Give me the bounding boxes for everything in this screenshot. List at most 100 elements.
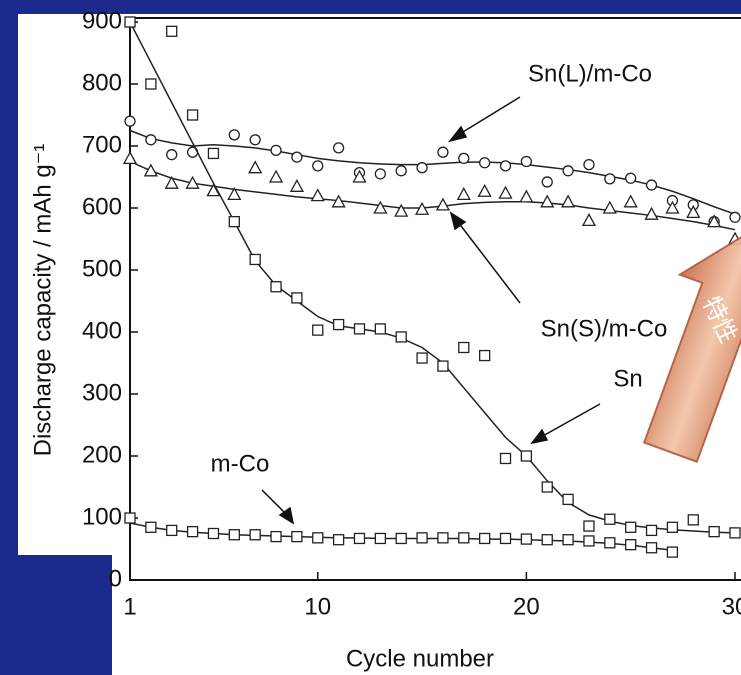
marker bbox=[604, 513, 616, 525]
marker bbox=[645, 524, 658, 537]
marker bbox=[479, 157, 491, 169]
marker bbox=[414, 201, 430, 215]
marker bbox=[458, 532, 470, 544]
arrow-shape bbox=[642, 229, 741, 464]
marker bbox=[124, 115, 136, 127]
marker bbox=[374, 168, 386, 180]
marker bbox=[207, 147, 220, 160]
fit-line bbox=[129, 160, 736, 231]
marker bbox=[666, 521, 679, 533]
arrow bbox=[261, 489, 288, 516]
marker bbox=[353, 532, 366, 545]
marker bbox=[228, 215, 240, 228]
marker bbox=[124, 512, 136, 524]
y-tick-label: 500 bbox=[82, 255, 122, 282]
marker bbox=[499, 160, 512, 172]
y-tick-label: 0 bbox=[109, 565, 122, 592]
marker bbox=[541, 481, 553, 493]
marker bbox=[291, 292, 303, 304]
marker bbox=[562, 534, 574, 546]
marker bbox=[416, 162, 428, 174]
marker bbox=[541, 534, 553, 546]
marker bbox=[520, 533, 533, 545]
annotation-arrows bbox=[261, 96, 601, 525]
marker bbox=[395, 532, 407, 545]
marker bbox=[145, 521, 157, 533]
marker bbox=[604, 537, 616, 549]
marker bbox=[435, 197, 451, 211]
arrow-head bbox=[448, 125, 468, 143]
marker bbox=[312, 532, 324, 544]
marker bbox=[310, 188, 325, 202]
marker bbox=[520, 450, 533, 462]
marker bbox=[395, 165, 407, 177]
marker bbox=[270, 281, 282, 293]
marks: 0 100 200 300 400 500 600 700 800 900 1 10 20 30 bbox=[82, 7, 741, 620]
marker bbox=[227, 187, 242, 201]
marker bbox=[583, 158, 595, 171]
marker bbox=[143, 163, 158, 177]
marker bbox=[583, 520, 595, 532]
marker bbox=[458, 152, 470, 165]
marker bbox=[707, 214, 722, 228]
marker bbox=[623, 194, 638, 208]
arrow bbox=[457, 96, 521, 136]
marker bbox=[270, 530, 282, 543]
series-label: m-Co bbox=[211, 450, 270, 477]
marker bbox=[249, 529, 261, 541]
marker bbox=[644, 206, 659, 220]
marker bbox=[520, 155, 533, 168]
series-label: Sn(L)/m-Co bbox=[528, 60, 652, 87]
marker bbox=[332, 142, 345, 154]
marker bbox=[374, 532, 386, 545]
marker bbox=[352, 169, 367, 183]
plot-frame bbox=[129, 17, 741, 581]
marker bbox=[479, 532, 491, 545]
y-axis-label: Discharge capacity / mAh g⁻¹ bbox=[29, 144, 56, 457]
marker bbox=[122, 151, 138, 165]
marker bbox=[708, 525, 720, 538]
marker bbox=[666, 546, 679, 558]
marker bbox=[312, 160, 324, 172]
marker bbox=[185, 175, 200, 189]
marker bbox=[394, 203, 409, 217]
marker bbox=[581, 213, 597, 227]
marker bbox=[498, 185, 513, 199]
marker bbox=[437, 532, 449, 544]
marker bbox=[312, 324, 324, 336]
arrow bbox=[540, 403, 601, 438]
marker bbox=[353, 323, 366, 335]
slide-band bbox=[0, 0, 18, 675]
marker bbox=[186, 109, 199, 121]
marker bbox=[604, 173, 616, 185]
marker bbox=[331, 194, 346, 208]
x-tick-label: 30 bbox=[722, 593, 741, 620]
marker bbox=[291, 530, 303, 543]
marker bbox=[477, 183, 492, 197]
marker bbox=[645, 179, 658, 191]
marker bbox=[268, 169, 284, 183]
marker bbox=[228, 129, 240, 141]
series-label: Sn bbox=[613, 365, 642, 392]
slide-band bbox=[0, 0, 741, 14]
marker bbox=[540, 194, 555, 208]
marker bbox=[583, 535, 595, 547]
marker bbox=[270, 144, 282, 156]
marker bbox=[602, 200, 617, 214]
big-arrow: 特性 bbox=[642, 229, 741, 464]
marker bbox=[561, 194, 576, 208]
y-tick-label: 200 bbox=[82, 441, 122, 468]
marker bbox=[437, 360, 449, 372]
y-tick-label: 600 bbox=[82, 193, 122, 220]
marker bbox=[729, 211, 741, 223]
marker bbox=[145, 78, 157, 90]
marker bbox=[124, 16, 136, 28]
marker bbox=[645, 542, 658, 554]
arrow-head bbox=[449, 211, 467, 231]
marker bbox=[665, 200, 680, 214]
marker bbox=[289, 178, 304, 192]
marker bbox=[332, 318, 345, 331]
marker bbox=[228, 529, 240, 541]
marker bbox=[373, 200, 388, 214]
